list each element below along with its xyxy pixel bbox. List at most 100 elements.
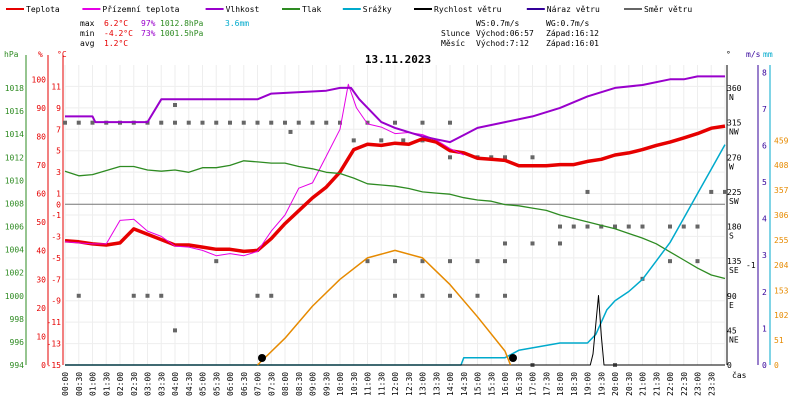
x-tick-label: 22:30 <box>680 372 689 396</box>
x-tick-label: 04:30 <box>185 372 194 396</box>
sunrise: Východ:06:57 <box>476 29 534 38</box>
wind-dir-point <box>241 120 246 125</box>
wind-dir-compass-label: NW <box>729 128 739 137</box>
rain-tick-label: 204 <box>774 261 789 270</box>
rain-tick-label: 102 <box>774 311 789 320</box>
x-tick-label: 02:00 <box>116 372 125 396</box>
x-tick-label: 02:30 <box>130 372 139 396</box>
stats-max-temp: 6.2°C <box>104 19 128 28</box>
x-tick-label: 22:00 <box>666 372 675 396</box>
humidity-tick-label: 0 <box>41 361 46 370</box>
wind-dir-tick-label: 135 <box>727 257 742 266</box>
wind-dir-point <box>288 129 293 134</box>
x-tick-label: 15:30 <box>487 372 496 396</box>
humidity-tick-label: 70 <box>36 161 46 170</box>
legend-label: Přízemní teplota <box>102 5 179 14</box>
wind-dir-tick-label: 180 <box>727 223 742 232</box>
temperature-tick-label: 11 <box>51 82 61 91</box>
stats-min-label: min <box>80 29 95 38</box>
stats-min-temp: -4.2°C <box>104 29 133 38</box>
grid <box>64 65 726 366</box>
x-tick-label: 07:00 <box>254 372 263 396</box>
series-layer <box>63 75 727 367</box>
wind-dir-point <box>296 120 301 125</box>
x-tick-label: 06:00 <box>226 372 235 396</box>
x-tick-label: 06:30 <box>240 372 249 396</box>
wind-dir-point <box>379 138 384 143</box>
wind-dir-tick-label: 45 <box>727 326 737 335</box>
wind-dir-compass-label: S <box>729 232 734 241</box>
wind-speed-tick-label: 4 <box>762 215 767 224</box>
x-tick-label: 13:00 <box>419 372 428 396</box>
wind-speed-tick-label: 1 <box>762 324 767 333</box>
rain-tick-label: 306 <box>774 211 789 220</box>
wind-dir-point <box>448 259 452 264</box>
wind-speed-tick-label: 6 <box>762 141 767 150</box>
wind-dir-point <box>558 241 562 246</box>
wind-dir-point <box>640 224 645 229</box>
wind-dir-compass-label: N <box>729 93 734 102</box>
wind-dir-point <box>76 120 81 125</box>
x-tick-label: 01:00 <box>89 372 98 396</box>
wind-dir-point <box>695 224 700 229</box>
wind-dir-point <box>214 120 219 125</box>
wind-dir-point <box>585 189 590 194</box>
wind-dir-point <box>393 120 397 125</box>
wind-dir-point <box>503 259 507 264</box>
pressure-tick-label: 998 <box>10 315 25 324</box>
temperature-tick-label: 3 <box>56 168 61 177</box>
temperature-tick-label: 1 <box>56 190 61 199</box>
stats-max-press: 1012.8hPa <box>160 19 204 28</box>
x-tick-label: 08:00 <box>281 372 290 396</box>
wind-dir-point <box>365 120 370 125</box>
wind-speed-tick-label: 0 <box>762 361 767 370</box>
wind-dir-point <box>159 293 164 298</box>
x-tick-label: 13:30 <box>432 372 441 396</box>
wind-dir-tick-label: 225 <box>727 188 742 197</box>
temperature-tick-label: -9 <box>51 297 61 306</box>
chart-title: 13.11.2023 <box>365 53 431 66</box>
wind-dir-point <box>131 293 136 298</box>
wind-dir-point <box>63 120 67 125</box>
wind-dir-point <box>448 155 452 160</box>
x-tick-label: 19:30 <box>597 372 606 396</box>
series-line-tlak <box>64 160 726 280</box>
pressure-tick-label: 1008 <box>5 199 24 208</box>
wind-dir-tick-label: 360 <box>727 84 742 93</box>
legend-label: Tlak <box>302 5 321 14</box>
wind-dir-point <box>365 259 370 264</box>
temperature-tick-label: -13 <box>47 340 62 349</box>
pressure-tick-label: 1002 <box>5 269 24 278</box>
legend-label: Náraz větru <box>547 5 600 14</box>
x-tick-label: 21:30 <box>652 372 661 396</box>
wind-dir-point <box>585 224 590 229</box>
x-tick-label: 12:30 <box>405 372 414 396</box>
wind-dir-point <box>681 224 686 229</box>
wind-dir-point <box>475 293 480 298</box>
series-line-sr-ky <box>65 144 726 366</box>
sunset: Západ:16:12 <box>546 29 599 38</box>
series-line-vlhkost <box>65 75 725 144</box>
x-tick-label: 08:30 <box>295 372 304 396</box>
humidity-tick-label: 60 <box>36 190 46 199</box>
stats-block: max 6.2°C 97% 1012.8hPa 3.6mm min -4.2°C… <box>80 19 249 48</box>
axes: 00:00 00:30 01:00 01:30 02:00 02:30 03:00 03:30… <box>4 50 789 396</box>
wind-dir-point <box>159 120 164 125</box>
rain-tick-label: 153 <box>774 286 789 295</box>
wind-dir-compass-label: E <box>729 301 734 310</box>
wind-gust-summary: WG:0.7m/s <box>546 19 590 28</box>
pressure-tick-label: 996 <box>10 338 25 347</box>
wind-speed-summary: WS:0.7m/s <box>476 19 520 28</box>
wind-dir-point <box>613 224 617 229</box>
pressure-tick-label: 1000 <box>5 292 24 301</box>
humidity-tick-label: 10 <box>36 332 46 341</box>
x-tick-label: 18:30 <box>570 372 579 396</box>
wind-dir-point <box>420 120 425 125</box>
humidity-unit-label: % <box>38 50 43 59</box>
pressure-tick-label: 1016 <box>5 107 24 116</box>
x-tick-label: 16:30 <box>515 372 524 396</box>
x-tick-label: 19:00 <box>584 372 593 396</box>
wind-dir-point <box>503 293 507 298</box>
wind-dir-point <box>626 224 631 229</box>
wind-dir-point <box>173 120 177 125</box>
